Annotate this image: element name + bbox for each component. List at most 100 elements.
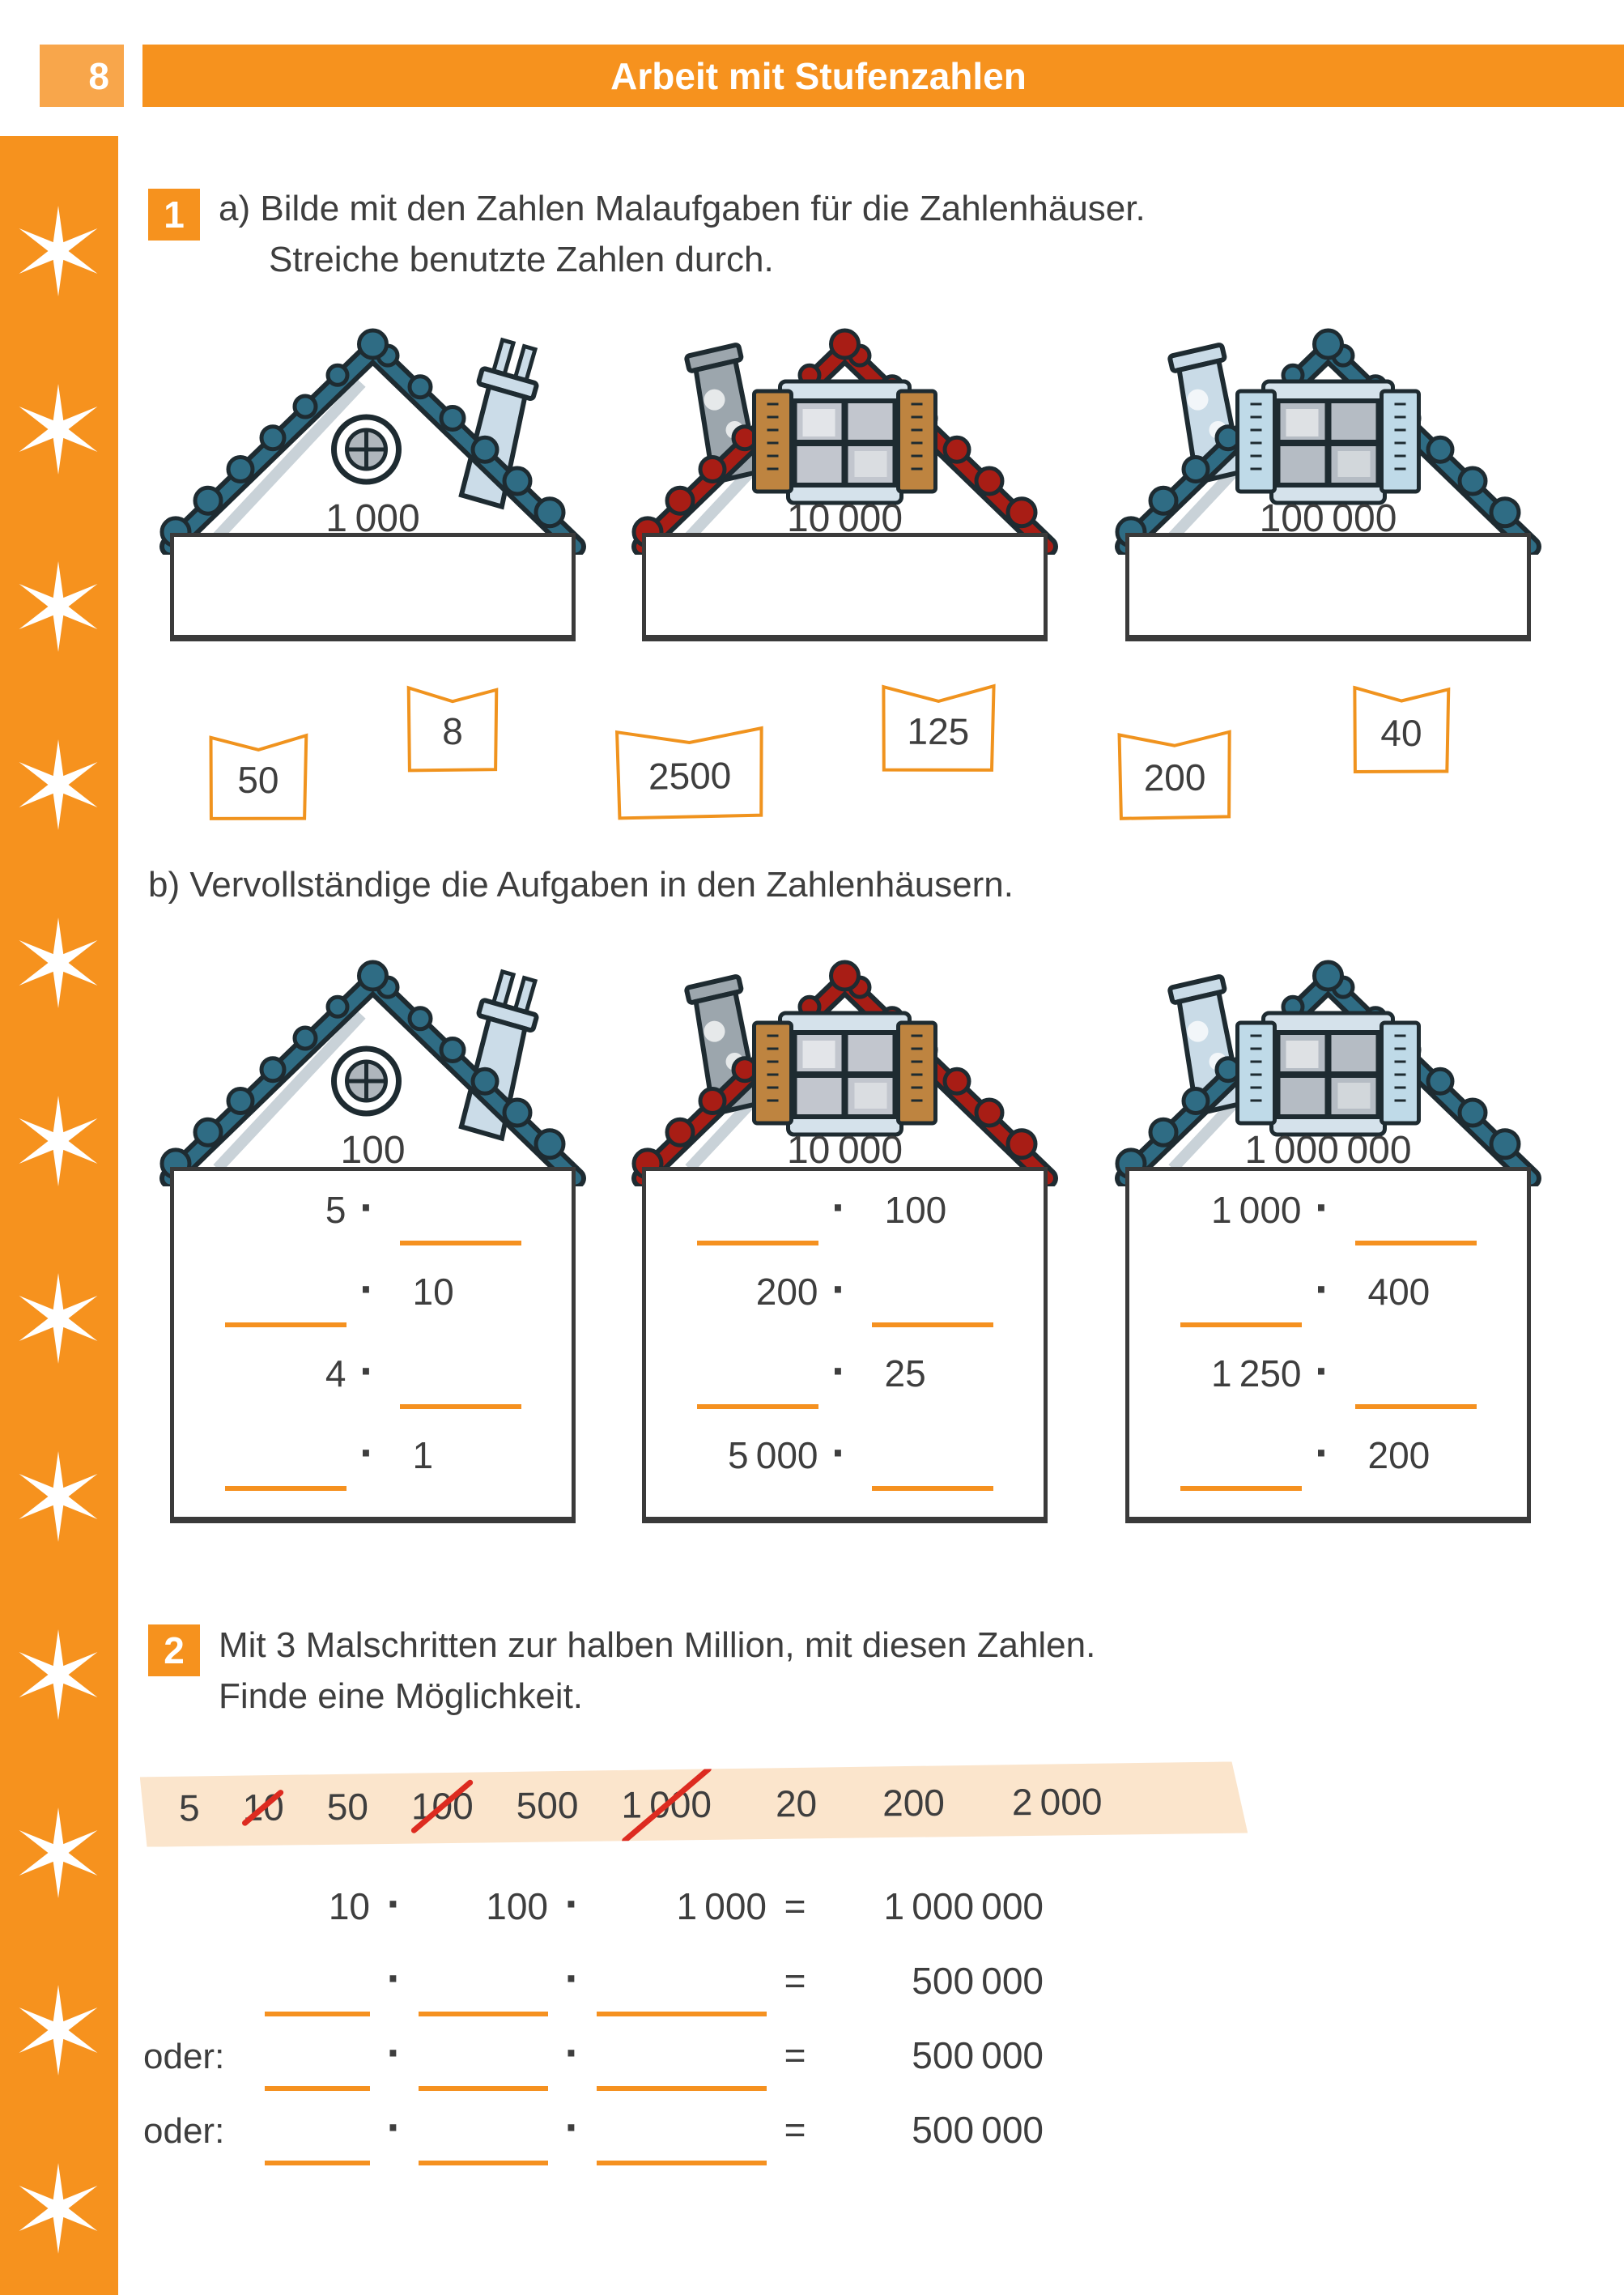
star-icon — [19, 1451, 98, 1542]
number-strip: 5 10 50 100 500 1 000 20 200 2 000 — [140, 1761, 1248, 1847]
star-icon — [19, 1985, 98, 2076]
multiply-dot-icon: · — [1315, 1263, 1330, 1314]
answer-blank[interactable] — [597, 2161, 767, 2165]
house-roof-illustration — [631, 328, 1058, 555]
multiply-dot-icon: · — [564, 2027, 580, 2078]
factor-right: 100 — [884, 1189, 947, 1231]
strip-number[interactable]: 200 — [882, 1781, 946, 1825]
multiply-dot-icon: · — [1315, 1345, 1330, 1396]
number-card-2500[interactable]: 2500 — [612, 716, 767, 822]
equation-label-oder: oder: — [143, 2111, 225, 2151]
page-number-box: 8 — [40, 45, 124, 107]
factor-left: 200 — [755, 1271, 818, 1313]
equations-block: 10 · 100 · 1 000 = 1 000 000 · · = 500 000 oder: ·… — [143, 1877, 1044, 2175]
card-value: 50 — [237, 758, 279, 801]
star-icon — [19, 1096, 98, 1186]
answer-blank[interactable] — [265, 2086, 370, 2091]
multiply-dot-icon: · — [1315, 1182, 1330, 1233]
star-icon — [19, 384, 98, 475]
strip-number[interactable]: 2 000 — [1011, 1780, 1103, 1824]
strip-number[interactable]: 500 — [516, 1783, 579, 1827]
number-card-125[interactable]: 125 — [878, 674, 998, 774]
multiplication-row: 1 000 · — [1129, 1181, 1527, 1262]
answer-blank[interactable] — [597, 2012, 767, 2016]
answer-blank[interactable] — [597, 2086, 767, 2091]
house-answer-box[interactable] — [170, 533, 576, 641]
card-outline — [1114, 718, 1235, 821]
house-roof — [618, 943, 1072, 1186]
answer-blank[interactable] — [871, 1486, 993, 1491]
strip-number[interactable]: 20 — [775, 1782, 818, 1825]
house-roof-illustration — [631, 960, 1058, 1186]
strip-number[interactable]: 5 — [178, 1786, 200, 1829]
number-card-200[interactable]: 200 — [1114, 718, 1235, 821]
answer-blank[interactable] — [419, 2012, 548, 2016]
multiply-dot-icon: · — [386, 1952, 402, 2003]
answer-blank[interactable] — [224, 1486, 346, 1491]
star-icon — [19, 206, 98, 296]
answer-blank[interactable] — [696, 1241, 818, 1245]
factor-right: 1 — [412, 1434, 434, 1476]
star-icon — [19, 561, 98, 652]
answer-blank[interactable] — [1354, 1404, 1477, 1409]
star-icon — [19, 1807, 98, 1898]
multiply-dot-icon: · — [359, 1182, 375, 1233]
number-house-b-10000: 10 000 · 100 200 · · 25 5 000 · — [618, 943, 1072, 1526]
house-task-box: 5 · · 10 4 · · 1 — [170, 1167, 576, 1523]
answer-blank[interactable] — [696, 1404, 818, 1409]
task-2-line-2: Finde eine Möglichkeit. — [219, 1676, 584, 1716]
multiplication-row: 200 · — [646, 1262, 1044, 1344]
equals-sign: = — [784, 2034, 806, 2076]
house-answer-box[interactable] — [1125, 533, 1531, 641]
strip-number-crossed[interactable]: 100 — [410, 1784, 474, 1828]
equation-result: 500 000 — [912, 1960, 1044, 2002]
factor-2: 100 — [486, 1885, 548, 1927]
answer-blank[interactable] — [224, 1322, 346, 1327]
answer-blank[interactable] — [419, 2161, 548, 2165]
strip-number-crossed[interactable]: 10 — [242, 1786, 284, 1829]
answer-blank[interactable] — [419, 2086, 548, 2091]
task-1-text: a) Bilde mit den Zahlen Malaufgaben für … — [219, 183, 1146, 285]
multiplication-row: · 400 — [1129, 1262, 1527, 1344]
star-icon — [19, 1273, 98, 1364]
answer-blank[interactable] — [1180, 1486, 1302, 1491]
strip-number[interactable]: 50 — [326, 1785, 369, 1829]
house-answer-box[interactable] — [642, 533, 1048, 641]
factor-right: 400 — [1367, 1271, 1431, 1313]
equation-row: 10 · 100 · 1 000 = 1 000 000 — [143, 1877, 1044, 1952]
house-roof — [1101, 943, 1555, 1186]
answer-blank[interactable] — [871, 1322, 993, 1327]
star-icon — [19, 739, 98, 830]
multiplication-row: · 100 — [646, 1181, 1044, 1262]
multiplication-row: · 200 — [1129, 1426, 1527, 1508]
number-house-a-10000: 10 000 — [618, 312, 1072, 652]
house-roof-illustration — [159, 328, 586, 555]
factor-left: 5 000 — [727, 1434, 818, 1476]
answer-blank[interactable] — [1180, 1322, 1302, 1327]
multiply-dot-icon: · — [1315, 1427, 1330, 1478]
page-title: Arbeit mit Stufenzahlen — [610, 54, 1027, 97]
number-house-a-100000: 100 000 — [1101, 312, 1555, 652]
factor-left: 4 — [325, 1352, 346, 1394]
card-outline — [1350, 676, 1453, 776]
factor-left: 5 — [325, 1189, 346, 1231]
number-card-50[interactable]: 50 — [206, 722, 310, 822]
task-2-badge: 2 — [148, 1624, 200, 1676]
multiplication-row: 4 · — [174, 1344, 572, 1426]
answer-blank[interactable] — [1354, 1241, 1477, 1245]
house-roof — [618, 312, 1072, 555]
answer-blank[interactable] — [265, 2012, 370, 2016]
house-roof-illustration — [159, 960, 586, 1186]
answer-blank[interactable] — [399, 1404, 521, 1409]
multiplication-row: 5 000 · — [646, 1426, 1044, 1508]
task-2-line-1: Mit 3 Malschritten zur halben Million, m… — [219, 1625, 1096, 1665]
number-card-8[interactable]: 8 — [405, 676, 500, 773]
multiply-dot-icon: · — [564, 1952, 580, 2003]
answer-blank[interactable] — [265, 2161, 370, 2165]
answer-blank[interactable] — [399, 1241, 521, 1245]
multiplication-row: · 10 — [174, 1262, 572, 1344]
task-1-line-2: Streiche benutzte Zahlen durch. — [269, 240, 774, 279]
number-card-40[interactable]: 40 — [1350, 676, 1453, 776]
factor-1: 10 — [328, 1885, 370, 1927]
strip-number-crossed[interactable]: 1 000 — [621, 1782, 712, 1826]
